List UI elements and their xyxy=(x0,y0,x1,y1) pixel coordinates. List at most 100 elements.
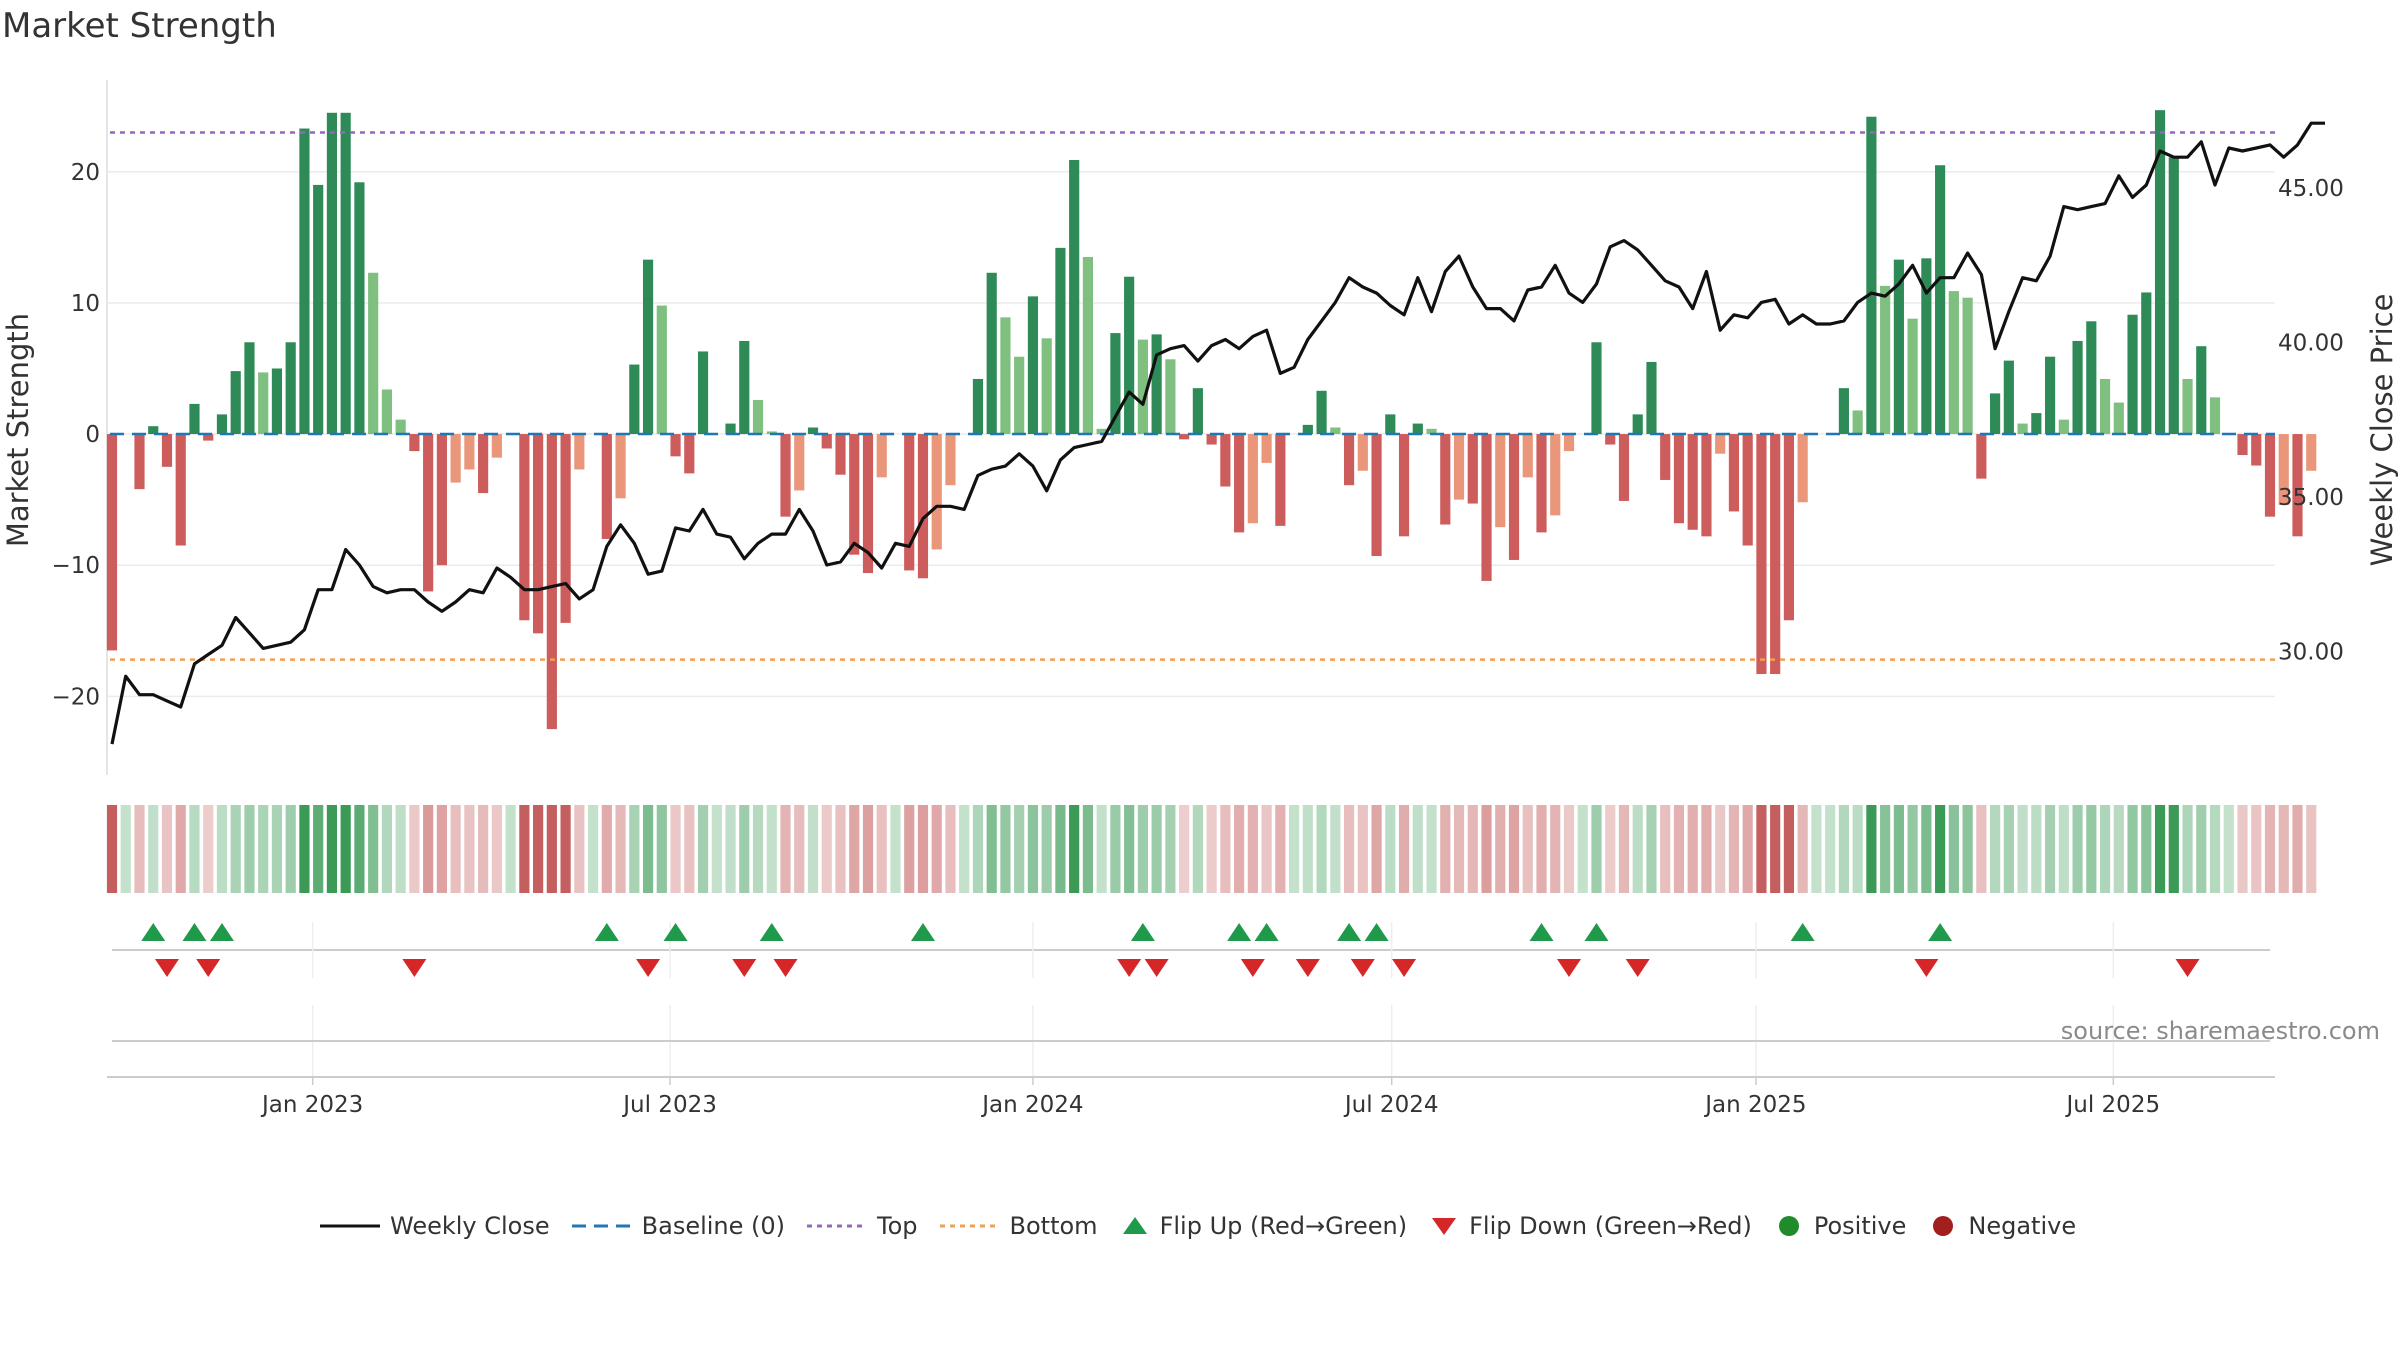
flip-down-marker xyxy=(1350,959,1375,977)
negative-bar xyxy=(203,434,214,441)
heat-cell xyxy=(2072,805,2083,893)
positive-bar xyxy=(1137,339,1148,435)
heat-cell xyxy=(2251,805,2262,893)
heat-cell xyxy=(1660,805,1671,893)
positive-bar xyxy=(739,340,750,435)
legend-item-flip_up: Flip Up (Red→Green) xyxy=(1120,1212,1408,1240)
heat-cell xyxy=(1687,805,1698,893)
heat-cell xyxy=(890,805,901,893)
heat-cell xyxy=(1673,805,1685,893)
heat-cell xyxy=(244,805,255,893)
negative-bar xyxy=(436,434,447,566)
positive-bar xyxy=(148,426,159,435)
legend-label-flip_up: Flip Up (Red→Green) xyxy=(1159,1212,1408,1240)
flip-up-marker xyxy=(1584,923,1609,941)
positive-bar xyxy=(1096,428,1107,435)
positive-bar xyxy=(340,112,351,435)
heat-cell xyxy=(1728,805,1740,893)
positive-bar xyxy=(2099,378,2111,435)
legend-symbol-bottom xyxy=(939,1224,1000,1228)
heat-cell xyxy=(1192,805,1203,893)
heat-cell xyxy=(313,805,324,893)
negative-bar xyxy=(2264,434,2276,517)
heat-cell xyxy=(1247,805,1258,893)
flip-down-marker xyxy=(636,959,661,977)
heat-strip xyxy=(106,805,2317,893)
flip-up-marker xyxy=(209,923,234,941)
negative-bar xyxy=(1440,434,1451,525)
heat-cell xyxy=(2264,805,2276,893)
legend-symbol-negative xyxy=(1933,1216,1954,1236)
legend-label-top: Top xyxy=(877,1212,918,1240)
flip-up-marker xyxy=(910,923,935,941)
flip-up-marker xyxy=(1529,923,1554,941)
heat-cell xyxy=(1027,805,1039,893)
heat-cell xyxy=(1289,805,1300,893)
positive-bar xyxy=(1330,427,1341,435)
negative-bar xyxy=(1797,434,1808,503)
negative-bar xyxy=(1605,434,1616,445)
positive-bar xyxy=(2154,110,2166,435)
positive-bar xyxy=(2031,413,2042,435)
negative-bar xyxy=(670,434,681,457)
positive-bar xyxy=(972,378,984,435)
positive-bar xyxy=(1165,359,1176,435)
heat-cell xyxy=(2154,805,2166,893)
negative-bar xyxy=(1371,434,1382,557)
negative-bar xyxy=(1563,434,1575,452)
legend-label-close: Weekly Close xyxy=(390,1212,550,1240)
legend-item-negative: Negative xyxy=(1928,1212,2076,1240)
heat-cell xyxy=(794,805,805,893)
heat-cell xyxy=(2058,805,2069,893)
heat-cell xyxy=(1618,805,1630,893)
heat-cell xyxy=(1165,805,1176,893)
heat-cell xyxy=(904,805,915,893)
flip-up-marker xyxy=(1227,923,1252,941)
positive-bar xyxy=(1316,390,1327,435)
positive-bar xyxy=(1852,410,1863,435)
negative-bar xyxy=(1550,434,1561,516)
legend-item-flip_down: Flip Down (Green→Red) xyxy=(1429,1212,1752,1240)
heat-cell xyxy=(972,805,984,893)
legend-item-top: Top xyxy=(807,1212,918,1240)
positive-bar xyxy=(368,272,379,435)
negative-bar xyxy=(945,434,956,486)
positive-bar xyxy=(381,389,392,435)
positive-bar xyxy=(1192,388,1203,435)
heat-cell xyxy=(1316,805,1327,893)
heat-cell xyxy=(2099,805,2111,893)
heat-cell xyxy=(2278,805,2289,893)
heat-cell xyxy=(615,805,626,893)
negative-bar xyxy=(1783,434,1795,621)
heat-cell xyxy=(1646,805,1657,893)
heat-cell xyxy=(752,805,764,893)
positive-bar xyxy=(1302,424,1313,435)
flip-down-marker xyxy=(1392,959,1417,977)
positive-bar xyxy=(230,371,241,435)
negative-bar xyxy=(1756,434,1767,675)
legend-item-close: Weekly Close xyxy=(320,1212,550,1240)
heat-cell xyxy=(519,805,530,893)
legend-label-bottom: Bottom xyxy=(1009,1212,1098,1240)
positive-bar xyxy=(2127,314,2138,435)
negative-bar xyxy=(780,434,791,517)
heat-cell xyxy=(670,805,681,893)
negative-bar xyxy=(1398,434,1410,537)
flip-up-marker xyxy=(594,923,619,941)
positive-bar xyxy=(326,112,338,435)
main-panel: 20 10 0 −10 −20 45.00 40.00 35.00 30.00 Market … xyxy=(1,80,2399,775)
heat-cell xyxy=(464,805,475,893)
x-tick-label: Jul 2025 xyxy=(2064,1092,2160,1118)
heat-cell xyxy=(780,805,791,893)
positive-bar xyxy=(2017,423,2028,435)
left-y-tick-label: 20 xyxy=(71,160,100,186)
positive-bar xyxy=(725,423,736,435)
heat-cell xyxy=(230,805,241,893)
heat-cell xyxy=(1124,805,1135,893)
negative-bar xyxy=(1453,434,1465,500)
negative-bar xyxy=(835,434,846,475)
negative-bar xyxy=(1687,434,1698,530)
heat-cell xyxy=(1234,805,1245,893)
positive-bar xyxy=(1893,259,1904,435)
x-tick-label: Jan 2023 xyxy=(260,1092,363,1118)
